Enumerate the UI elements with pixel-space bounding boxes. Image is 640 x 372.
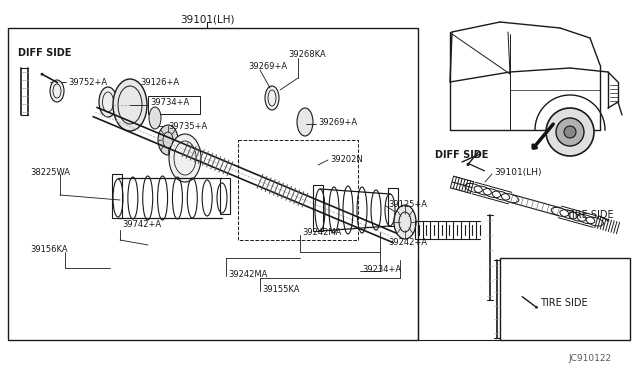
Bar — [112, 174, 122, 218]
Bar — [220, 178, 230, 214]
Text: 39752+A: 39752+A — [68, 78, 107, 87]
Text: 39268KA: 39268KA — [288, 50, 326, 59]
Ellipse shape — [546, 108, 594, 156]
Ellipse shape — [556, 118, 584, 146]
Text: 39269+A: 39269+A — [248, 62, 287, 71]
Ellipse shape — [169, 134, 201, 182]
Text: TIRE SIDE: TIRE SIDE — [566, 210, 614, 220]
Ellipse shape — [113, 79, 147, 131]
Bar — [238, 140, 358, 240]
Text: 39234+A: 39234+A — [362, 265, 401, 274]
Text: 39202N: 39202N — [330, 155, 363, 164]
Ellipse shape — [564, 126, 576, 138]
Bar — [8, 28, 418, 340]
Text: 39735+A: 39735+A — [168, 122, 207, 131]
Text: TIRE SIDE: TIRE SIDE — [540, 298, 588, 308]
Ellipse shape — [394, 205, 416, 239]
Text: 39126+A: 39126+A — [140, 78, 179, 87]
Ellipse shape — [297, 108, 313, 136]
Text: 39742+A: 39742+A — [122, 220, 161, 229]
Text: 39242MA: 39242MA — [302, 228, 341, 237]
Text: DIFF SIDE: DIFF SIDE — [435, 150, 488, 160]
Ellipse shape — [50, 80, 64, 102]
Bar — [148, 96, 200, 114]
Bar — [500, 258, 630, 340]
Text: 39734+A: 39734+A — [150, 98, 189, 107]
Text: 39125+A: 39125+A — [388, 200, 427, 209]
Text: DIFF SIDE: DIFF SIDE — [18, 48, 72, 58]
Text: 39242+A: 39242+A — [388, 238, 427, 247]
Text: 39101(LH): 39101(LH) — [494, 168, 541, 177]
Text: 39156KA: 39156KA — [30, 245, 68, 254]
Text: 39242MA: 39242MA — [228, 270, 268, 279]
Text: 39269+A: 39269+A — [318, 118, 357, 127]
Ellipse shape — [265, 86, 279, 110]
Text: 38225WA: 38225WA — [30, 168, 70, 177]
Ellipse shape — [99, 87, 117, 117]
Text: 39101(LH): 39101(LH) — [180, 14, 234, 24]
Text: 39155KA: 39155KA — [262, 285, 300, 294]
Text: JC910122: JC910122 — [568, 354, 611, 363]
Bar — [313, 185, 323, 231]
Ellipse shape — [158, 125, 178, 155]
Ellipse shape — [149, 107, 161, 129]
Bar — [388, 188, 398, 226]
